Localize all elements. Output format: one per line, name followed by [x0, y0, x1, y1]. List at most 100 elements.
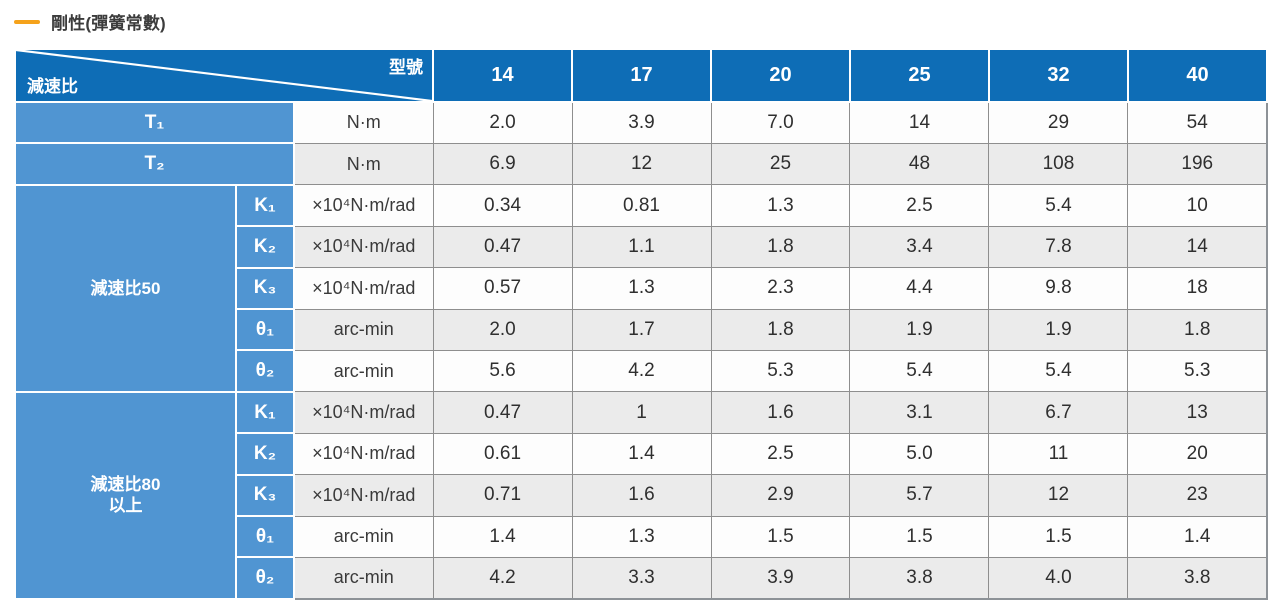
value-cell: 4.0 — [988, 556, 1129, 600]
value-cell: 25 — [710, 142, 851, 186]
value-cell: 1.3 — [710, 184, 851, 227]
value-cell: 3.8 — [849, 556, 990, 600]
value-cell: 1.5 — [710, 515, 851, 558]
table-row-k3-r50: K₃ ×10⁴N·m/rad 0.57 1.3 2.3 4.4 9.8 18 — [15, 266, 1268, 311]
value-cell: 3.9 — [571, 101, 712, 144]
value-cell: 0.61 — [432, 432, 573, 476]
value-cell: 2.9 — [710, 474, 851, 517]
value-cell: 3.8 — [1127, 556, 1268, 600]
value-cell: 23 — [1127, 474, 1268, 517]
value-cell: 2.5 — [710, 432, 851, 476]
table-row-theta2-r50: θ₂ arc-min 5.6 4.2 5.3 5.4 5.4 5.3 — [15, 349, 1268, 393]
diagonal-divider — [16, 50, 433, 101]
diagonal-corner-cell: 型號 減速比 — [13, 48, 435, 103]
value-cell: 2.0 — [432, 101, 573, 144]
row-label: K₁ — [235, 390, 295, 435]
table-row-k2-r80: K₂ ×10⁴N·m/rad 0.61 1.4 2.5 5.0 11 20 — [15, 432, 1268, 476]
value-cell: 2.5 — [849, 184, 990, 227]
value-cell: 6.9 — [432, 142, 573, 186]
value-cell: 5.3 — [710, 349, 851, 393]
value-cell: 108 — [988, 142, 1129, 186]
value-cell: 1.4 — [1127, 515, 1268, 558]
value-cell: 5.0 — [849, 432, 990, 476]
value-cell: 5.7 — [849, 474, 990, 517]
value-cell: 3.1 — [849, 391, 990, 434]
value-cell: 1.6 — [710, 391, 851, 434]
unit-cell: arc-min — [292, 556, 434, 600]
value-cell: 6.7 — [988, 391, 1129, 434]
table-row-t1: T₁ N·m 2.0 3.9 7.0 14 29 54 — [14, 100, 1268, 145]
value-cell: 5.6 — [432, 349, 573, 393]
value-cell: 0.81 — [571, 184, 712, 227]
model-column-20: 20 — [710, 48, 851, 103]
value-cell: 1.5 — [988, 515, 1129, 558]
value-cell: 1.9 — [849, 308, 990, 351]
value-cell: 54 — [1127, 101, 1268, 144]
table-row-theta2-r80: θ₂ arc-min 4.2 3.3 3.9 3.8 4.0 3.8 — [15, 556, 1268, 600]
row-label: K₃ — [235, 473, 295, 518]
table-row-theta1-r80: θ₁ arc-min 1.4 1.3 1.5 1.5 1.5 1.4 — [15, 515, 1268, 559]
value-cell: 5.4 — [988, 184, 1129, 227]
row-label: θ₁ — [235, 308, 295, 352]
section-title-text: 剛性(彈簧常數) — [51, 14, 166, 33]
row-label: θ₂ — [235, 556, 295, 600]
value-cell: 7.8 — [988, 225, 1129, 269]
value-cell: 3.9 — [710, 556, 851, 600]
group-label-ratio80: 減速比80 以上 — [14, 390, 237, 601]
model-column-40: 40 — [1126, 48, 1269, 103]
header-row: 型號 減速比 14 17 20 25 32 40 — [13, 48, 1269, 103]
value-cell: 2.3 — [710, 267, 851, 310]
unit-cell: ×10⁴N·m/rad — [292, 267, 434, 310]
unit-cell: N·m — [292, 142, 434, 186]
row-label: T₁ — [14, 100, 295, 145]
table-row-t2: T₂ N·m 6.9 12 25 48 108 196 — [14, 142, 1268, 186]
row-label: K₃ — [235, 266, 295, 311]
value-cell: 0.47 — [432, 225, 573, 269]
value-cell: 1.1 — [571, 225, 712, 269]
value-cell: 12 — [988, 474, 1129, 517]
value-cell: 14 — [849, 101, 990, 144]
value-cell: 0.57 — [432, 267, 573, 310]
value-cell: 10 — [1127, 184, 1268, 227]
value-cell: 1.3 — [571, 267, 712, 310]
unit-cell: arc-min — [292, 308, 434, 351]
stiffness-spec-table: 型號 減速比 14 17 20 25 32 40 T₁ N·m 2.0 3.9 … — [13, 48, 1269, 601]
value-cell: 196 — [1127, 142, 1268, 186]
value-cell: 0.47 — [432, 391, 573, 434]
table-row-k1-r50: 減速比50 K₁ ×10⁴N·m/rad 0.34 0.81 1.3 2.5 5… — [14, 183, 1268, 393]
value-cell: 13 — [1127, 391, 1268, 434]
table-body: T₁ N·m 2.0 3.9 7.0 14 29 54 T₂ N·m 6.9 1… — [14, 100, 1268, 601]
table-row-k2-r50: K₂ ×10⁴N·m/rad 0.47 1.1 1.8 3.4 7.8 14 — [15, 225, 1268, 269]
value-cell: 20 — [1127, 432, 1268, 476]
model-column-17: 17 — [571, 48, 712, 103]
value-cell: 4.2 — [432, 556, 573, 600]
value-cell: 5.4 — [849, 349, 990, 393]
unit-cell: ×10⁴N·m/rad — [292, 391, 434, 434]
value-cell: 14 — [1127, 225, 1268, 269]
value-cell: 1.4 — [432, 515, 573, 558]
value-cell: 0.34 — [432, 184, 573, 227]
value-cell: 48 — [849, 142, 990, 186]
value-cell: 1.5 — [849, 515, 990, 558]
value-cell: 1.3 — [571, 515, 712, 558]
model-column-32: 32 — [987, 48, 1129, 103]
unit-cell: ×10⁴N·m/rad — [292, 225, 434, 269]
unit-cell: ×10⁴N·m/rad — [292, 184, 434, 227]
value-cell: 3.3 — [571, 556, 712, 600]
unit-cell: arc-min — [292, 349, 434, 393]
value-cell: 1.9 — [988, 308, 1129, 351]
value-cell: 9.8 — [988, 267, 1129, 310]
accent-dash-icon — [14, 19, 40, 24]
value-cell: 1 — [571, 391, 712, 434]
value-cell: 1.8 — [1127, 308, 1268, 351]
value-cell: 1.7 — [571, 308, 712, 351]
value-cell: 12 — [571, 142, 712, 186]
value-cell: 2.0 — [432, 308, 573, 351]
unit-cell: ×10⁴N·m/rad — [292, 474, 434, 517]
value-cell: 1.4 — [571, 432, 712, 476]
value-cell: 18 — [1127, 267, 1268, 310]
row-label: θ₂ — [235, 349, 295, 393]
unit-cell: N·m — [292, 101, 434, 144]
section-title: 剛性(彈簧常數) — [14, 9, 166, 34]
row-label: K₂ — [235, 432, 295, 476]
